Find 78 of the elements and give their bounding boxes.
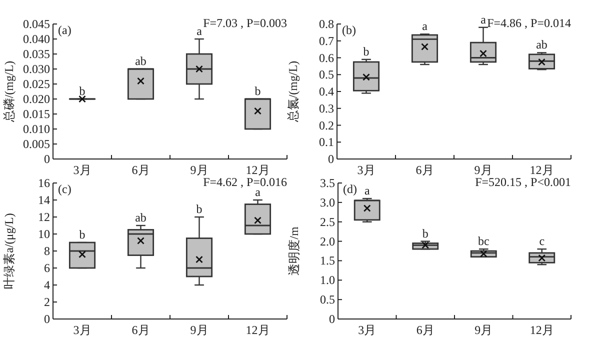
x-tick-label: 12月 (530, 163, 554, 177)
annotation: a (364, 184, 370, 198)
y-tick-label: 16 (38, 176, 50, 190)
x-tick-label: 3月 (73, 163, 92, 177)
y-tick-label: 0.2 (319, 118, 334, 132)
y-tick-label: 0 (328, 152, 334, 166)
annotation: b (254, 84, 261, 98)
y-tick-label: 0.7 (319, 34, 334, 48)
y-axis-title: 总氮/(mg/L) (286, 60, 300, 124)
y-tick-label: 0.4 (319, 84, 334, 98)
y-tick-label: 0.5 (320, 292, 335, 307)
x-tick-label: 9月 (474, 323, 493, 337)
y-axis-title: 总磷/(mg/L) (2, 60, 16, 124)
y-tick-label: 0.5 (319, 68, 334, 82)
x-tick-label: 6月 (132, 323, 150, 337)
y-tick-label: 3.5 (320, 176, 335, 190)
x-tick-label: 6月 (416, 163, 434, 177)
y-axis-title: 透明度/m (287, 226, 301, 276)
annotation: ab (135, 54, 146, 68)
y-tick-label: 6 (44, 261, 50, 275)
y-tick-label: 0.6 (319, 50, 334, 65)
annotation: b (422, 226, 428, 240)
annotation: F=7.03 , P=0.003 (203, 16, 287, 30)
annotation: c (539, 234, 545, 248)
y-tick-label: 0.1 (319, 135, 334, 150)
y-tick-label: 0.015 (23, 107, 50, 121)
annotation: F=4.86 , P=0.014 (487, 16, 571, 30)
annotation: F=520.15 , P<0.001 (475, 175, 571, 189)
annotation: a (480, 12, 487, 26)
y-axis-title: 叶绿素a/(μg/L) (2, 213, 16, 289)
y-tick-label: 0 (329, 312, 335, 326)
y-tick-label: 0 (44, 312, 50, 326)
y-tick-label: 0.010 (23, 122, 50, 136)
annotation: b (79, 84, 86, 98)
y-tick-label: 10 (38, 227, 50, 241)
annotation: (c) (58, 182, 72, 196)
y-tick-label: 0.8 (319, 17, 334, 31)
y-tick-label: 1.5 (320, 254, 335, 268)
y-tick-label: 0.045 (23, 17, 50, 31)
y-tick-label: 3.0 (320, 195, 335, 210)
annotation: a (196, 24, 203, 38)
x-tick-label: 9月 (474, 163, 492, 177)
y-tick-label: 0.3 (319, 101, 334, 116)
y-tick-label: 12 (38, 210, 50, 224)
x-tick-label: 9月 (190, 323, 208, 337)
y-tick-label: 1.0 (320, 273, 335, 288)
x-tick-label: 6月 (132, 163, 150, 177)
x-tick-label: 12月 (530, 323, 554, 337)
annotation: b (196, 202, 202, 216)
annotation: a (422, 19, 428, 34)
x-tick-label: 9月 (190, 163, 208, 177)
annotation: (a) (58, 23, 72, 37)
y-tick-label: 2.0 (320, 234, 335, 248)
annotation: bc (478, 234, 490, 248)
x-tick-label: 12月 (246, 323, 270, 337)
y-tick-label: 0 (44, 152, 50, 166)
annotation: ab (536, 38, 548, 52)
annotation: (d) (343, 182, 357, 196)
annotation: b (79, 228, 86, 242)
annotation: ab (135, 210, 146, 224)
annotation: b (363, 44, 370, 58)
y-tick-label: 8 (44, 244, 50, 258)
x-tick-label: 6月 (416, 323, 434, 337)
x-tick-label: 3月 (73, 323, 92, 337)
y-tick-label: 4 (44, 278, 50, 292)
x-tick-label: 3月 (357, 163, 376, 177)
x-tick-label: 3月 (358, 323, 376, 337)
y-tick-label: 0.030 (23, 62, 50, 76)
annotation: (b) (342, 23, 356, 37)
y-tick-label: 14 (38, 193, 50, 207)
y-tick-label: 0.035 (23, 47, 50, 61)
y-tick-label: 2 (44, 295, 50, 309)
x-tick-label: 12月 (246, 163, 270, 177)
y-tick-label: 0.005 (23, 137, 50, 151)
y-tick-label: 0.020 (23, 92, 50, 106)
y-tick-label: 0.040 (23, 32, 50, 46)
y-tick-label: 0.025 (23, 77, 50, 91)
y-tick-label: 2.5 (320, 214, 335, 229)
